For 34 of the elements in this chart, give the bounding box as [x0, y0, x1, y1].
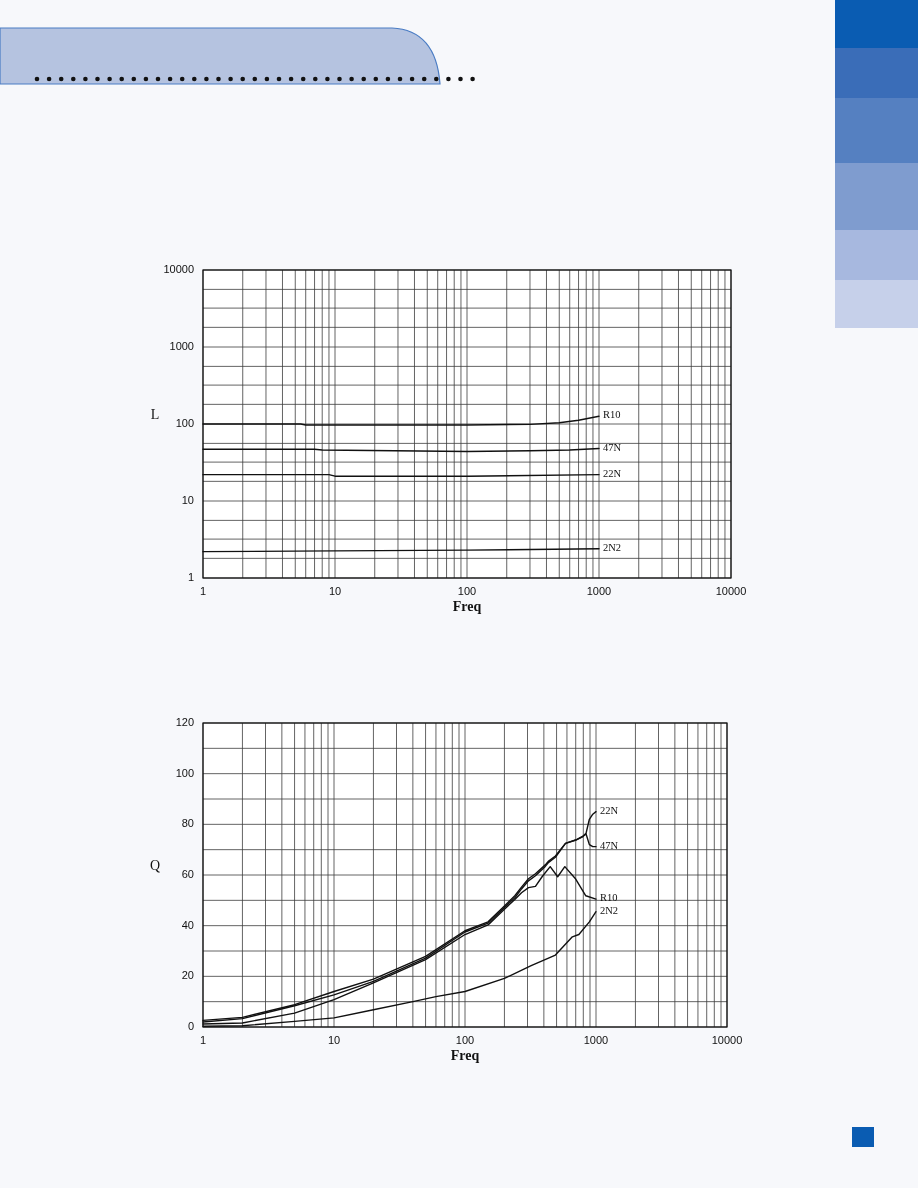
series-label: R10: [600, 892, 618, 904]
y-tick-label: 60: [181, 867, 194, 880]
y-tick-label: 100: [175, 766, 194, 779]
x-tick-label: 10: [327, 1033, 341, 1046]
y-tick-label: 0: [187, 1019, 194, 1032]
series-label: 47N: [603, 441, 622, 453]
x-tick-label: 100: [455, 1033, 475, 1046]
series-label: 22N: [603, 468, 622, 480]
y-tick-label: 1: [187, 570, 194, 583]
series-label: 2N2: [603, 542, 622, 554]
y-tick-label: 10: [181, 493, 194, 506]
y-tick-label: 20: [181, 969, 194, 982]
x-tick-label: 1000: [583, 1033, 609, 1046]
series-label: 2N2: [600, 905, 619, 917]
y-tick-label: 10000: [163, 262, 194, 275]
x-tick-label: 1000: [586, 584, 612, 597]
x-tick-label: 10000: [711, 1033, 743, 1046]
y-tick-label: 100: [175, 416, 194, 429]
x-tick-label: 10: [328, 584, 342, 597]
y-axis-title: Q: [149, 858, 161, 874]
series-label: 22N: [600, 805, 619, 817]
x-tick-label: 1: [199, 584, 207, 597]
x-axis-title: Freq: [452, 599, 482, 615]
series-label: R10: [603, 409, 621, 421]
series-label: 47N: [600, 840, 619, 852]
y-tick-label: 40: [181, 918, 194, 931]
x-axis-title: Freq: [450, 1048, 480, 1064]
x-tick-label: 100: [457, 584, 477, 597]
y-axis-title: L: [150, 407, 160, 423]
y-tick-label: 1000: [169, 339, 194, 352]
y-tick-label: 80: [181, 817, 194, 830]
x-tick-label: 1: [199, 1033, 207, 1046]
y-tick-label: 120: [175, 715, 194, 728]
x-tick-label: 10000: [715, 584, 747, 597]
